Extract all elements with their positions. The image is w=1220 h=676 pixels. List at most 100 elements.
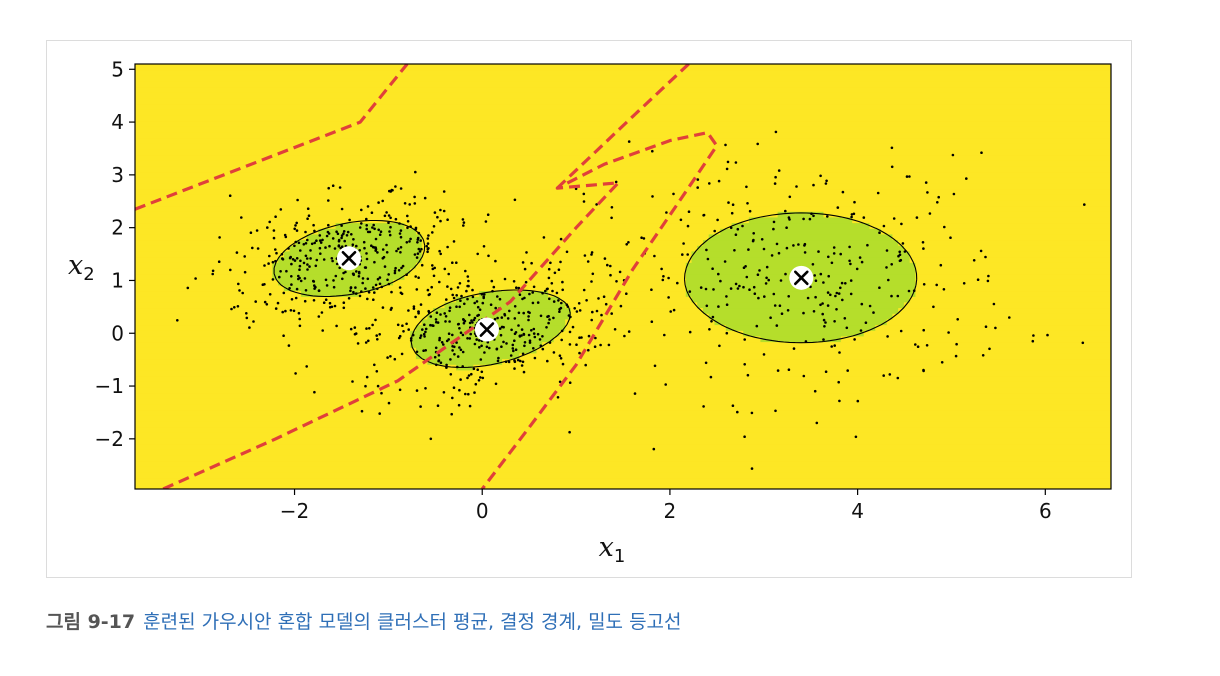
contour-fill-cell (421, 250, 693, 258)
sample-point (238, 289, 241, 292)
sample-point (627, 330, 631, 333)
sample-point (669, 310, 672, 313)
sample-point (792, 244, 795, 247)
sample-point (419, 239, 423, 242)
sample-point (905, 175, 909, 178)
sample-point (474, 382, 478, 386)
sample-point (711, 315, 715, 319)
sample-point (538, 338, 542, 341)
sample-point (503, 312, 506, 316)
sample-point (433, 355, 437, 359)
contour-fill-cell (283, 284, 377, 292)
sample-point (565, 303, 569, 307)
sample-point (772, 227, 775, 231)
sample-point (355, 270, 358, 273)
contour-fill-cell (135, 290, 302, 297)
contour-fill-cell (135, 409, 1111, 416)
sample-point (633, 392, 637, 395)
sample-point (763, 295, 766, 298)
sample-point (591, 310, 594, 314)
contour-fill-cell (135, 108, 1111, 116)
sample-point (408, 203, 412, 206)
sample-point (651, 149, 654, 153)
sample-point (742, 285, 745, 289)
sample-point (797, 243, 800, 246)
sample-point (832, 246, 836, 249)
sample-point (393, 269, 397, 273)
contour-fill-cell (335, 222, 406, 229)
sample-point (587, 334, 591, 338)
sample-point (419, 334, 423, 337)
contour-fill-cell (909, 250, 1111, 258)
sample-point (444, 315, 448, 318)
sample-point (922, 247, 925, 250)
sample-point (892, 217, 896, 220)
sample-point (850, 215, 853, 219)
sample-point (318, 239, 322, 242)
sample-point (584, 363, 587, 367)
sample-point (281, 258, 285, 261)
sample-point (376, 384, 380, 388)
sample-point (521, 261, 525, 264)
sample-point (826, 215, 829, 218)
sample-point (493, 317, 497, 321)
sample-point (281, 310, 285, 314)
sample-point (568, 381, 572, 385)
sample-point (304, 230, 307, 234)
sample-point (442, 391, 446, 394)
sample-point (531, 291, 534, 294)
sample-point (389, 225, 392, 229)
sample-point (568, 330, 572, 334)
sample-point (360, 409, 364, 413)
contour-fill-cell (691, 295, 911, 303)
sample-point (746, 373, 750, 377)
sample-point (835, 308, 838, 311)
contour-fill-cell (135, 210, 779, 218)
sample-point (409, 237, 412, 241)
sample-point (313, 229, 316, 233)
sample-point (725, 295, 728, 298)
sample-point (862, 216, 866, 219)
contour-fill-cell (135, 318, 423, 326)
sample-point (951, 153, 955, 157)
sample-point (417, 312, 420, 315)
sample-point (837, 292, 841, 295)
sample-point (587, 348, 590, 352)
sample-points (176, 130, 1086, 470)
sample-point (312, 279, 315, 283)
sample-point (409, 339, 413, 342)
sample-point (295, 221, 299, 225)
sample-point (364, 287, 367, 290)
sample-point (565, 250, 569, 254)
sample-point (490, 279, 494, 283)
sample-point (378, 282, 382, 286)
sample-point (709, 375, 713, 379)
sample-point (333, 304, 337, 308)
sample-point (467, 374, 471, 377)
sample-point (381, 306, 385, 309)
sample-point (399, 229, 403, 232)
sample-point (473, 342, 477, 346)
sample-point (776, 369, 780, 372)
sample-point (307, 214, 311, 217)
sample-point (519, 359, 522, 363)
sample-point (298, 264, 302, 268)
sample-point (859, 329, 863, 332)
contour-fill-cell (135, 80, 1111, 88)
sample-point (317, 315, 321, 318)
sample-point (597, 297, 600, 300)
sample-point (229, 268, 232, 272)
sample-point (263, 283, 266, 286)
sample-point (420, 263, 424, 267)
sample-point (462, 321, 466, 325)
sample-point (416, 252, 420, 255)
sample-point (371, 226, 374, 229)
sample-point (849, 262, 852, 266)
sample-point (324, 298, 328, 302)
y-tick-label: 2 (111, 216, 124, 240)
sample-point (547, 267, 551, 271)
sample-point (475, 300, 479, 303)
sample-point (736, 227, 740, 231)
sample-point (293, 244, 296, 248)
contour-fill-cell (714, 318, 888, 326)
